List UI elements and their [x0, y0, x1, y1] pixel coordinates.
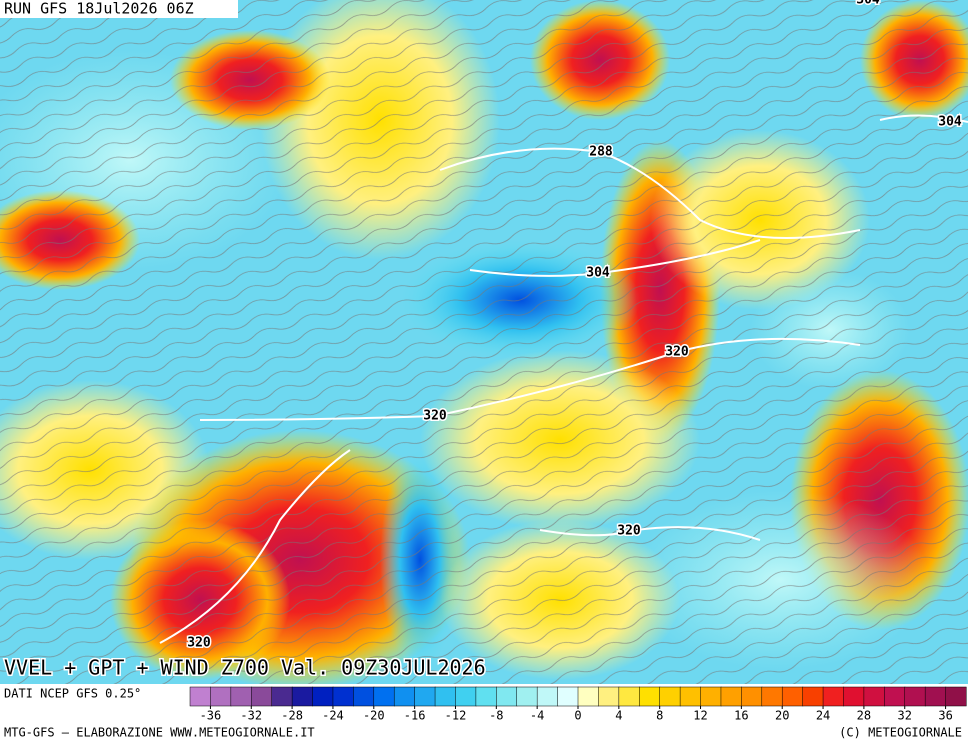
colorbar-swatch [475, 686, 497, 707]
colorbar-tick-label: 12 [693, 709, 707, 723]
contour-label: 288 [589, 145, 613, 160]
colorbar-tick-label: 4 [615, 709, 622, 723]
colorbar-tick-label: -4 [530, 709, 544, 723]
contour-label: 304 [856, 0, 880, 8]
colorbar-swatch [700, 686, 722, 707]
colorbar-swatch [414, 686, 436, 707]
colorbar-swatch [781, 686, 804, 707]
colorbar-swatch [904, 686, 926, 707]
colorbar-swatch [945, 686, 967, 707]
colorbar-swatch [516, 686, 538, 707]
colorbar-swatch [353, 686, 375, 707]
colorbar-swatch [332, 686, 354, 707]
colorbar-swatch [741, 686, 763, 707]
colorbar-swatch [679, 686, 702, 707]
colorbar-swatch [210, 686, 232, 707]
map-caption: VVEL + GPT + WIND Z700 Val. 09Z30JUL2026 [4, 656, 486, 680]
colorbar-swatch [577, 686, 599, 707]
colorbar-swatch [230, 686, 252, 707]
colorbar-tick-label: -36 [200, 709, 222, 723]
colorbar-tick-label: -12 [445, 709, 467, 723]
credit-label: MTG-GFS – ELABORAZIONE WWW.METEOGIORNALE… [4, 726, 315, 740]
map-field [0, 0, 968, 690]
colorbar-swatch [496, 686, 518, 707]
contour-label: 320 [665, 345, 689, 360]
colorbar-tick-label: 24 [816, 709, 830, 723]
colorbar-swatch [884, 686, 906, 707]
contour-label: 320 [617, 524, 641, 539]
contour-label: 304 [938, 115, 962, 130]
colorbar-swatch [720, 686, 742, 707]
colorbar-swatch [802, 686, 824, 707]
run-label: RUN GFS 18Jul2026 06Z [4, 0, 194, 18]
colorbar-tick-label: -20 [363, 709, 385, 723]
colorbar-tick-label: 28 [857, 709, 871, 723]
header-box [0, 0, 238, 18]
contour-label: 304 [586, 266, 610, 281]
contour-label: 320 [423, 409, 447, 424]
colorbar-tick-label: -24 [322, 709, 344, 723]
colorbar-tick-label: 8 [656, 709, 663, 723]
colorbar-swatch [312, 686, 334, 707]
colorbar-swatch [618, 686, 640, 707]
colorbar-swatch [598, 686, 620, 707]
colorbar-swatch [639, 686, 661, 707]
colorbar-swatch [924, 686, 947, 707]
colorbar-swatch [434, 686, 457, 707]
colorbar-tick-label: -8 [489, 709, 503, 723]
colorbar-swatch [822, 686, 845, 707]
colorbar-tick-label: 32 [898, 709, 912, 723]
colorbar-tick-label: 0 [574, 709, 581, 723]
colorbar-swatch [393, 686, 416, 707]
colorbar-tick-label: -16 [404, 709, 426, 723]
colorbar-tick-label: -28 [281, 709, 303, 723]
colorbar-swatch [863, 686, 885, 707]
colorbar-swatch [251, 686, 273, 707]
colorbar-swatch [271, 686, 293, 707]
colorbar-swatch [189, 686, 211, 707]
colorbar-swatch [291, 686, 314, 707]
colorbar-swatch [557, 686, 579, 707]
colorbar-swatch [455, 686, 477, 707]
contour-label: 320 [187, 636, 211, 651]
colorbar-swatch [373, 686, 395, 707]
colorbar-swatch [761, 686, 783, 707]
copyright-label: (C) METEOGIORNALE [839, 726, 962, 740]
colorbar-swatch [843, 686, 865, 707]
colorbar-swatch [659, 686, 681, 707]
colorbar-swatch [536, 686, 559, 707]
colorbar-tick-label: 20 [775, 709, 789, 723]
colorbar-tick-label: -32 [240, 709, 262, 723]
colorbar-tick-label: 36 [938, 709, 952, 723]
source-label: DATI NCEP GFS 0.25° [4, 687, 141, 701]
colorbar-tick-label: 16 [734, 709, 748, 723]
